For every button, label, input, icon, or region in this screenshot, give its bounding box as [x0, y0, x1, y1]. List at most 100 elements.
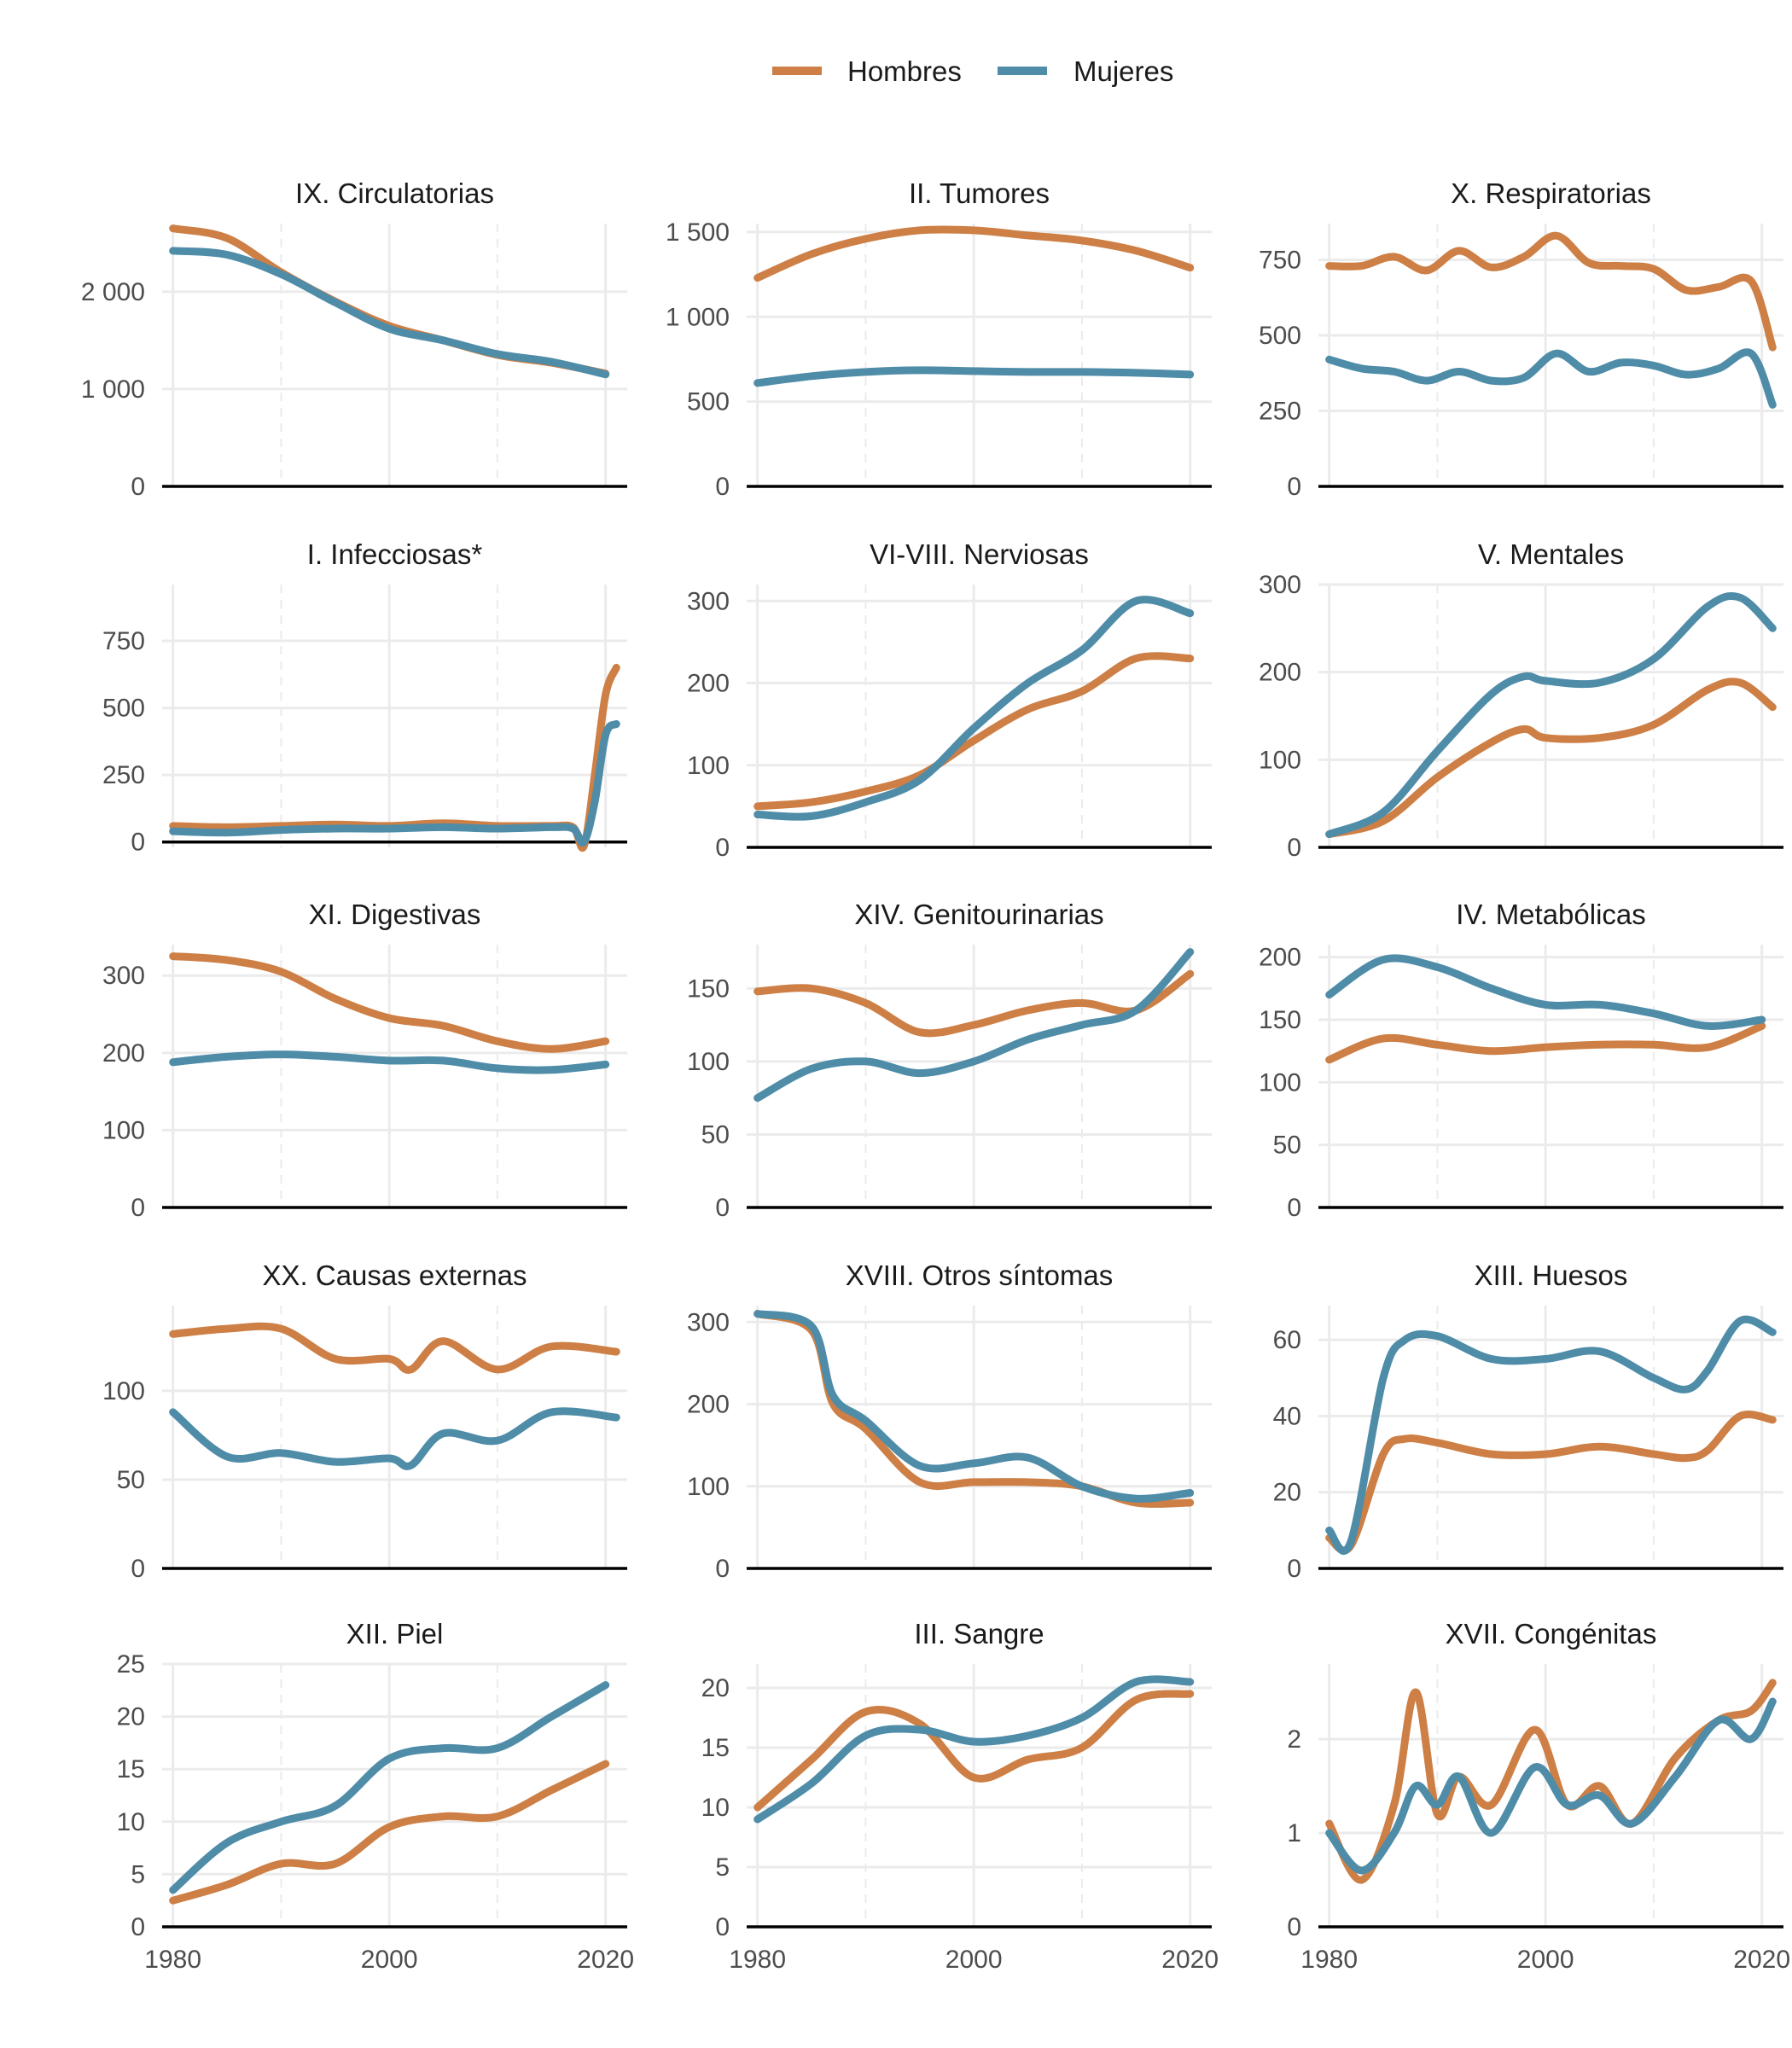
series-line-hombres [753, 969, 1195, 1038]
panel-xiii-huesos: XIII. Huesos 0 20 40 60 [1273, 1260, 1783, 1583]
y-tick-label: 50 [701, 1120, 730, 1149]
y-tick-label: 250 [102, 761, 145, 789]
series-line-hombres [169, 952, 610, 1053]
panel-iv-metabolicas: IV. Metabólicas 0 50 100 150 200 [1259, 899, 1783, 1222]
panel-iii-sangre: III. Sangre 0 5 10 15 20 1980 2000 2020 [701, 1618, 1219, 1974]
series-line-mujeres [753, 1310, 1195, 1503]
y-tick-label: 100 [687, 1048, 730, 1076]
series-line-mujeres [169, 719, 620, 847]
y-tick-label: 10 [117, 1808, 145, 1836]
x-tick-label: 1980 [729, 1946, 786, 1974]
y-tick-label: 10 [701, 1794, 730, 1822]
x-tick-label: 2020 [1733, 1946, 1790, 1974]
series-line-hombres [169, 1322, 620, 1374]
series-line-hombres [1325, 1411, 1777, 1555]
panel-xviii-otros-sintomas: XVIII. Otros síntomas 0 100 200 300 [687, 1260, 1212, 1583]
y-tick-label: 200 [687, 670, 730, 698]
series-line-hombres [753, 1690, 1195, 1812]
series-line-mujeres [753, 366, 1195, 387]
panel-xiv-genitourinarias: XIV. Genitourinarias 0 50 100 150 [687, 899, 1212, 1222]
y-tick-label: 25 [117, 1650, 145, 1679]
y-tick-label: 0 [131, 473, 145, 501]
x-tick-label: 1980 [1300, 1946, 1358, 1974]
y-tick-label: 500 [1259, 322, 1301, 350]
panel-title: I. Infecciosas* [307, 538, 483, 570]
panel-title: IX. Circulatorias [295, 177, 494, 209]
series-line-mujeres [1325, 954, 1766, 1030]
y-tick-label: 60 [1273, 1326, 1301, 1354]
legend-label-mujeres: Mujeres [1073, 55, 1173, 87]
y-tick-label: 0 [715, 473, 730, 501]
series-line-mujeres [1325, 1315, 1777, 1555]
y-tick-label: 100 [1259, 746, 1301, 774]
y-tick-label: 200 [102, 1039, 145, 1068]
y-tick-label: 0 [131, 1913, 145, 1941]
y-tick-label: 50 [117, 1466, 145, 1494]
panel-title: XI. Digestivas [309, 899, 481, 930]
legend: Hombres Mujeres [772, 55, 1173, 87]
series-line-mujeres [1325, 348, 1777, 409]
y-tick-label: 1 500 [666, 218, 730, 247]
y-tick-label: 20 [1273, 1479, 1301, 1507]
panel-title: X. Respiratorias [1451, 177, 1651, 209]
y-tick-label: 300 [687, 1308, 730, 1336]
y-tick-label: 0 [1287, 1194, 1301, 1222]
y-tick-label: 750 [1259, 246, 1301, 274]
y-tick-label: 20 [117, 1703, 145, 1731]
y-tick-label: 100 [687, 1473, 730, 1501]
y-tick-label: 0 [1287, 1555, 1301, 1583]
panel-title: XX. Causas externas [263, 1260, 527, 1291]
panel-title: V. Mentales [1478, 538, 1624, 570]
y-tick-label: 0 [715, 834, 730, 862]
y-tick-label: 750 [102, 627, 145, 655]
y-tick-label: 15 [701, 1734, 730, 1762]
x-tick-label: 2000 [361, 1946, 418, 1974]
y-tick-label: 500 [687, 388, 730, 416]
series-line-mujeres [169, 1681, 610, 1894]
panel-title: XIV. Genitourinarias [854, 899, 1103, 930]
y-tick-label: 5 [131, 1860, 145, 1888]
x-tick-label: 2020 [1161, 1946, 1219, 1974]
series-line-hombres [1325, 1021, 1766, 1064]
y-tick-label: 1 000 [81, 375, 145, 404]
y-tick-label: 100 [102, 1377, 145, 1405]
panel-title: XII. Piel [346, 1618, 444, 1649]
series-line-hombres [169, 1760, 610, 1905]
series-line-mujeres [1325, 592, 1777, 839]
y-tick-label: 150 [687, 975, 730, 1003]
y-tick-label: 100 [687, 752, 730, 780]
y-tick-label: 100 [1259, 1068, 1301, 1097]
y-tick-label: 0 [1287, 473, 1301, 501]
y-tick-label: 0 [131, 829, 145, 857]
y-tick-label: 0 [1287, 1913, 1301, 1941]
x-tick-label: 2000 [1517, 1946, 1574, 1974]
panel-i-infecciosas: I. Infecciosas* 0 250 500 750 [102, 538, 627, 857]
y-tick-label: 0 [1287, 834, 1301, 862]
y-tick-label: 1 000 [666, 303, 730, 331]
y-tick-label: 2 [1287, 1725, 1301, 1754]
y-tick-label: 0 [715, 1913, 730, 1941]
panel-vi-viii-nerviosas: VI-VIII. Nerviosas 0 100 200 300 [687, 538, 1212, 862]
series-line-mujeres [753, 1675, 1195, 1824]
x-tick-label: 2020 [577, 1946, 634, 1974]
y-tick-label: 5 [715, 1853, 730, 1882]
panel-title: II. Tumores [909, 177, 1050, 209]
y-tick-label: 150 [1259, 1006, 1301, 1034]
x-tick-label: 1980 [144, 1946, 201, 1974]
y-tick-label: 2 000 [81, 278, 145, 306]
series-line-mujeres [169, 1407, 620, 1470]
series-line-mujeres [753, 596, 1195, 821]
panel-title: XVIII. Otros síntomas [846, 1260, 1114, 1291]
y-tick-label: 300 [687, 587, 730, 615]
series-line-mujeres [169, 247, 610, 379]
series-line-hombres [753, 225, 1195, 282]
series-line-hombres [169, 663, 620, 852]
panel-v-mentales: V. Mentales 0 100 200 300 [1259, 538, 1783, 862]
y-tick-label: 1 [1287, 1819, 1301, 1847]
panel-title: III. Sangre [914, 1618, 1044, 1649]
y-tick-label: 200 [1259, 944, 1301, 972]
series-line-hombres [1325, 678, 1777, 839]
panel-title: VI-VIII. Nerviosas [870, 538, 1089, 570]
